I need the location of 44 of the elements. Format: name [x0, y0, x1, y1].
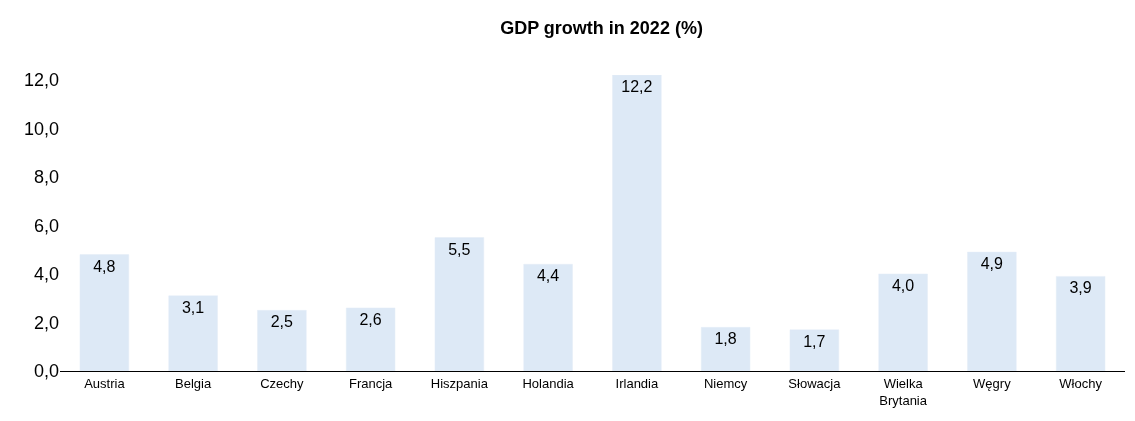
chart-title: GDP growth in 2022 (%): [500, 17, 703, 38]
bar: [523, 264, 573, 371]
x-tick-label: Czechy: [260, 375, 305, 391]
x-tick-label: Belgia: [175, 375, 212, 391]
bar: [434, 237, 485, 371]
y-tick-label: 12,0: [23, 70, 59, 91]
data-label: 3,9: [1069, 279, 1092, 297]
x-tick-label: Francja: [348, 375, 394, 391]
x-tick-label: Słowacja: [788, 375, 842, 391]
data-label: 12,2: [621, 78, 653, 95]
bar: [967, 251, 1017, 371]
y-tick-label: 0,0: [33, 361, 59, 382]
bar: [345, 307, 396, 371]
data-label: 4,0: [891, 276, 915, 294]
data-label: 1,7: [803, 332, 826, 350]
bar: [612, 75, 662, 371]
x-tick-label: Włochy: [1059, 375, 1103, 391]
y-tick-label: 10,0: [23, 118, 59, 139]
x-tick-label: Irlandia: [615, 375, 659, 391]
x-tick-label: Hiszpania: [430, 375, 489, 391]
bar: [1055, 276, 1106, 371]
bar: [168, 295, 218, 371]
data-label: 2,5: [270, 313, 294, 331]
data-label: 1,8: [714, 330, 737, 348]
x-tick-label: Węgry: [973, 375, 1012, 391]
x-tick-label: Wielka Brytania: [879, 375, 928, 408]
data-label: 3,1: [181, 298, 205, 316]
x-tick-label: Niemcy: [703, 375, 748, 391]
bar: [700, 327, 751, 371]
data-label: 5,5: [448, 240, 471, 258]
x-tick-label: Austria: [84, 375, 126, 391]
data-label: 4,9: [980, 255, 1004, 273]
data-label: 2,6: [359, 310, 382, 328]
y-tick-label: 8,0: [33, 167, 59, 188]
data-label: 4,4: [536, 267, 560, 285]
x-tick-label: Holandia: [522, 375, 575, 391]
bar: [789, 329, 840, 371]
y-tick-label: 2,0: [33, 312, 59, 333]
bar: [79, 254, 130, 371]
bar: [878, 273, 928, 371]
y-tick-label: 4,0: [33, 264, 59, 285]
y-tick-label: 6,0: [33, 215, 59, 236]
data-label: 4,8: [93, 257, 116, 275]
bar: [257, 310, 307, 371]
